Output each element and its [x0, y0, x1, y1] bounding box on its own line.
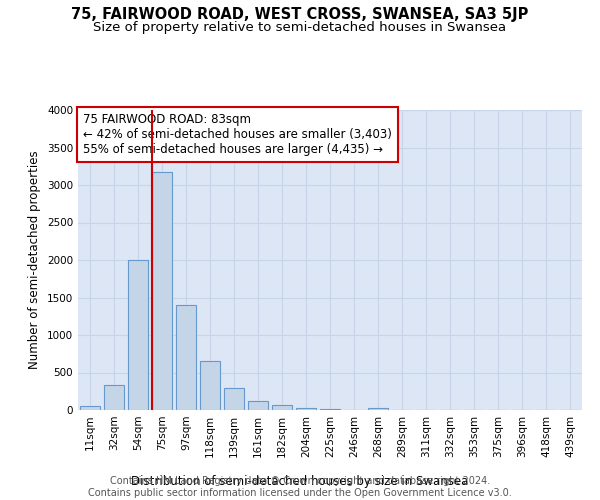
Bar [296, 408, 316, 410]
Text: 75 FAIRWOOD ROAD: 83sqm
← 42% of semi-detached houses are smaller (3,403)
55% of: 75 FAIRWOOD ROAD: 83sqm ← 42% of semi-de… [83, 113, 392, 156]
Bar [152, 172, 172, 410]
Bar [320, 409, 340, 410]
Bar [368, 408, 388, 410]
Bar [104, 385, 124, 410]
Bar [80, 406, 100, 410]
Bar [128, 260, 148, 410]
Bar [200, 361, 220, 410]
Bar [248, 401, 268, 410]
Text: Contains HM Land Registry data © Crown copyright and database right 2024.
Contai: Contains HM Land Registry data © Crown c… [88, 476, 512, 498]
Bar [224, 388, 244, 410]
Bar [176, 305, 196, 410]
Y-axis label: Number of semi-detached properties: Number of semi-detached properties [28, 150, 41, 370]
Text: Distribution of semi-detached houses by size in Swansea: Distribution of semi-detached houses by … [131, 474, 469, 488]
Text: 75, FAIRWOOD ROAD, WEST CROSS, SWANSEA, SA3 5JP: 75, FAIRWOOD ROAD, WEST CROSS, SWANSEA, … [71, 8, 529, 22]
Text: Size of property relative to semi-detached houses in Swansea: Size of property relative to semi-detach… [94, 21, 506, 34]
Bar [272, 405, 292, 410]
